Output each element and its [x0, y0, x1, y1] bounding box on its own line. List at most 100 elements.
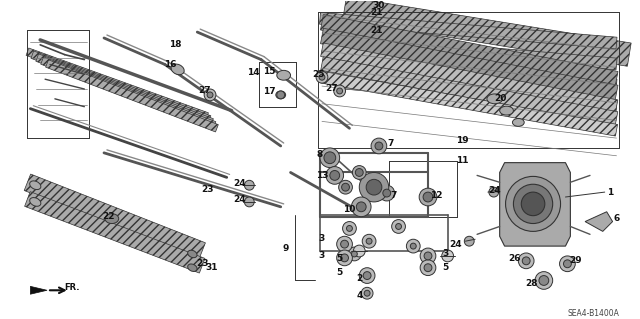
- Polygon shape: [24, 192, 205, 273]
- Text: 24: 24: [233, 179, 246, 188]
- Text: 23: 23: [196, 259, 209, 268]
- Polygon shape: [30, 286, 47, 294]
- Text: 25: 25: [312, 70, 324, 79]
- Text: 5: 5: [442, 263, 449, 272]
- Circle shape: [337, 236, 353, 252]
- Text: 1: 1: [607, 188, 614, 197]
- Circle shape: [420, 248, 436, 264]
- Circle shape: [330, 170, 340, 180]
- Text: 3: 3: [319, 251, 325, 260]
- Circle shape: [539, 276, 548, 286]
- Circle shape: [424, 264, 432, 272]
- Circle shape: [420, 260, 436, 276]
- Circle shape: [396, 224, 401, 229]
- Circle shape: [319, 74, 325, 80]
- Circle shape: [410, 243, 416, 249]
- Circle shape: [419, 188, 437, 206]
- Circle shape: [383, 189, 390, 197]
- Circle shape: [563, 260, 572, 268]
- Circle shape: [364, 272, 371, 279]
- Circle shape: [244, 180, 254, 190]
- Text: 12: 12: [429, 190, 442, 200]
- Text: 6: 6: [613, 214, 620, 223]
- Ellipse shape: [29, 181, 41, 189]
- Circle shape: [342, 222, 356, 235]
- Text: 21: 21: [371, 26, 383, 34]
- Polygon shape: [335, 56, 617, 91]
- Polygon shape: [26, 48, 209, 120]
- Text: 29: 29: [569, 256, 582, 265]
- Ellipse shape: [276, 91, 285, 99]
- Ellipse shape: [487, 94, 502, 104]
- Text: 23: 23: [201, 185, 213, 194]
- Circle shape: [340, 254, 348, 262]
- Text: 18: 18: [170, 40, 182, 49]
- Circle shape: [366, 179, 382, 195]
- Polygon shape: [45, 60, 218, 132]
- Circle shape: [423, 192, 433, 202]
- Text: 5: 5: [337, 268, 343, 277]
- Polygon shape: [500, 163, 570, 246]
- Text: 26: 26: [508, 254, 521, 263]
- Polygon shape: [24, 174, 205, 259]
- Text: 9: 9: [282, 244, 289, 253]
- Circle shape: [207, 92, 213, 98]
- Circle shape: [320, 148, 340, 167]
- Ellipse shape: [29, 197, 41, 206]
- Text: 8: 8: [317, 150, 323, 159]
- Circle shape: [442, 250, 454, 262]
- Ellipse shape: [188, 264, 197, 271]
- Circle shape: [359, 173, 388, 202]
- Polygon shape: [321, 15, 618, 87]
- Circle shape: [342, 183, 349, 191]
- Circle shape: [521, 192, 545, 216]
- Circle shape: [351, 251, 357, 257]
- Circle shape: [277, 91, 285, 99]
- Circle shape: [513, 184, 553, 224]
- Circle shape: [375, 142, 383, 150]
- Text: 3: 3: [319, 234, 325, 243]
- Text: 7: 7: [387, 138, 394, 147]
- Polygon shape: [342, 0, 631, 66]
- Circle shape: [333, 85, 346, 97]
- Polygon shape: [321, 28, 618, 101]
- Text: 19: 19: [456, 136, 468, 145]
- Text: 24: 24: [233, 196, 246, 204]
- Circle shape: [361, 287, 373, 299]
- Circle shape: [535, 272, 553, 289]
- Circle shape: [465, 236, 474, 246]
- Circle shape: [316, 71, 328, 83]
- Text: 7: 7: [390, 190, 397, 200]
- Text: 27: 27: [326, 84, 338, 93]
- Circle shape: [326, 167, 344, 184]
- Text: 5: 5: [337, 254, 343, 263]
- Text: 4: 4: [356, 291, 362, 300]
- Polygon shape: [319, 12, 617, 49]
- Text: 31: 31: [205, 263, 218, 272]
- Circle shape: [366, 238, 372, 244]
- Polygon shape: [585, 212, 612, 231]
- Ellipse shape: [277, 70, 291, 80]
- Circle shape: [348, 247, 361, 261]
- Text: 30: 30: [372, 1, 385, 10]
- Ellipse shape: [188, 250, 197, 258]
- Circle shape: [337, 250, 353, 266]
- Circle shape: [244, 197, 254, 207]
- Circle shape: [506, 176, 561, 231]
- Text: FR.: FR.: [65, 283, 80, 292]
- Text: 28: 28: [525, 279, 538, 288]
- Circle shape: [337, 88, 342, 94]
- Circle shape: [204, 89, 216, 101]
- Polygon shape: [321, 43, 618, 114]
- Text: 20: 20: [495, 94, 507, 103]
- Circle shape: [351, 197, 371, 217]
- Polygon shape: [321, 71, 618, 136]
- Text: 27: 27: [198, 86, 211, 95]
- Text: 2: 2: [356, 274, 362, 283]
- Circle shape: [489, 187, 499, 197]
- Circle shape: [559, 256, 575, 272]
- Polygon shape: [36, 54, 213, 126]
- Circle shape: [356, 202, 366, 212]
- Circle shape: [406, 239, 420, 253]
- Circle shape: [355, 168, 364, 176]
